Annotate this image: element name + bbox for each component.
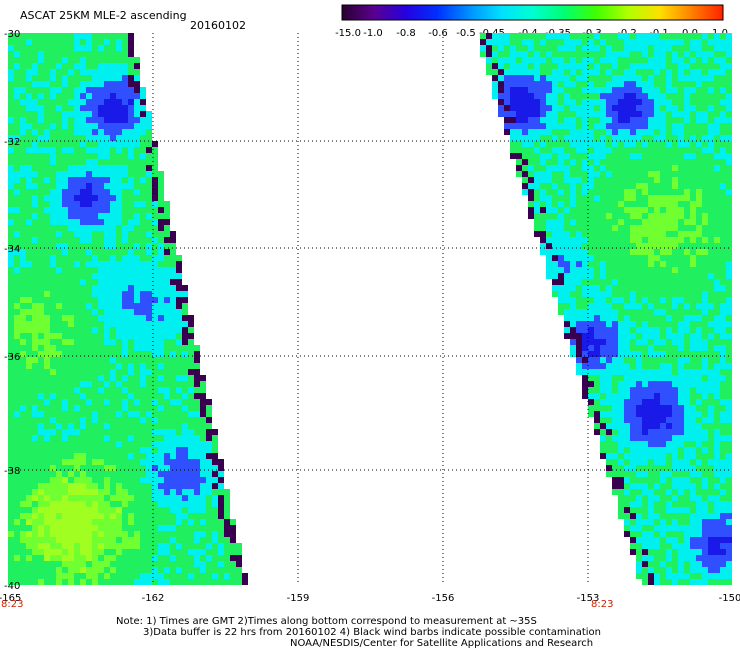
colorbar-segment [469,5,502,20]
product-title: ASCAT 25KM MLE-2 ascending [20,9,187,22]
colorbar-segment [596,5,629,20]
pass-time-left: 8:23 [1,599,24,610]
colorbar-segment [659,5,692,20]
map-plot: -30 -32 -34 -36 -38 -40-165 -162 -159 -156 -153 -1… [0,29,740,604]
colorbar-segment [564,5,597,20]
colorbar-segment [405,5,438,20]
longitude-label: -162 [142,593,165,604]
colorbar-label: -15.0 [335,28,361,39]
colorbar-frame [341,4,724,21]
longitude-label: -165 [0,593,21,604]
latitude-label: -38 [4,466,20,477]
colorbar-label: -0.6 [428,28,448,39]
swath-cells [8,33,732,585]
colorbar-segment [437,5,470,20]
colorbar-segment [691,5,724,20]
note-line-1: Note: 1) Times are GMT 2)Times along bot… [116,616,537,627]
latitude-label: -32 [4,137,20,148]
latitude-label: -30 [4,29,20,40]
latitude-label: -36 [4,352,20,363]
latitude-label: -34 [4,244,20,255]
note-line-3: NOAA/NESDIS/Center for Satellite Applica… [290,638,594,649]
colorbar-segment [373,5,406,20]
colorbar-label: -1.0 [363,28,383,39]
colorbar-label: -0.5 [456,28,476,39]
colorbar-segment [500,5,533,20]
colorbar-segment [627,5,660,20]
longitude-label: -159 [287,593,310,604]
pass-time-right: 8:23 [591,599,614,610]
colorbar-label: -0.8 [396,28,416,39]
note-line-2: 3)Data buffer is 22 hrs from 20160102 4)… [143,627,601,638]
colorbar-segment [532,5,565,20]
longitude-label: -150 [719,593,740,604]
longitude-label: -153 [577,593,600,604]
grid [8,33,730,585]
latitude-label: -40 [4,581,20,592]
product-date: 20160102 [190,19,246,32]
longitude-label: -156 [432,593,455,604]
colorbar-segment [342,5,375,20]
